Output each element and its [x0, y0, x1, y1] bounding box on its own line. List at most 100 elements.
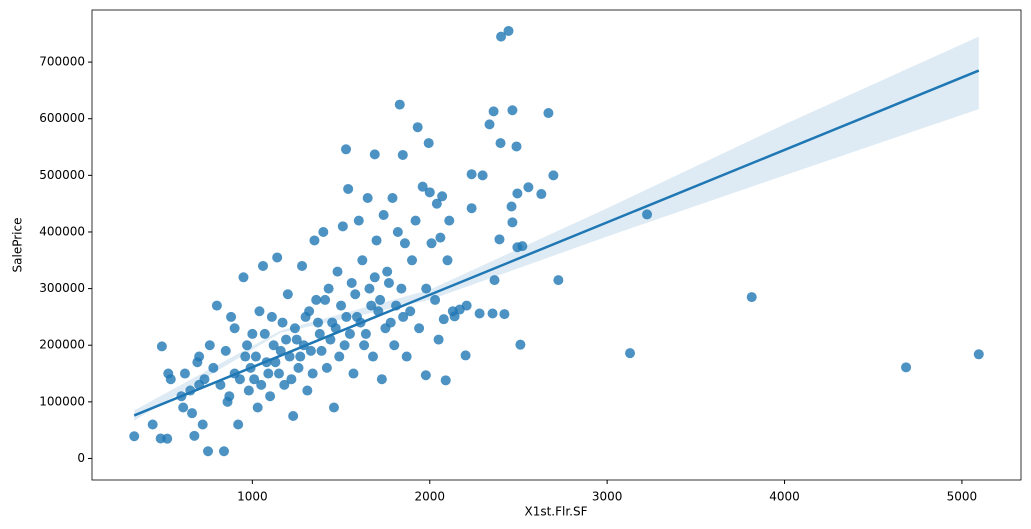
point [341, 144, 352, 155]
point [242, 340, 253, 351]
point [194, 351, 205, 362]
point [973, 349, 984, 360]
point [553, 275, 564, 286]
point [426, 238, 437, 249]
point [433, 334, 444, 345]
point [295, 351, 306, 362]
point [503, 25, 514, 36]
point [203, 446, 214, 457]
point [323, 283, 334, 294]
point [746, 292, 757, 303]
point [414, 323, 425, 334]
point [332, 266, 343, 277]
point [376, 374, 387, 385]
y-tick-label: 100000 [39, 394, 85, 408]
point [398, 311, 409, 322]
point [247, 328, 258, 339]
point [442, 255, 453, 266]
point [281, 334, 292, 345]
point [543, 108, 554, 119]
point [362, 193, 373, 203]
point [279, 379, 290, 390]
point [320, 294, 331, 305]
point [224, 391, 235, 402]
y-tick-label: 400000 [39, 224, 85, 238]
point [229, 323, 240, 334]
point [343, 183, 354, 194]
point [382, 266, 393, 277]
point [250, 351, 261, 362]
point [366, 300, 377, 311]
point [309, 235, 320, 246]
point [401, 351, 412, 362]
point [512, 188, 523, 199]
point [489, 275, 500, 286]
point [517, 241, 528, 252]
point [350, 289, 361, 300]
point [339, 340, 350, 351]
point [389, 340, 400, 351]
point [204, 340, 215, 351]
point [259, 328, 270, 339]
point [344, 328, 355, 339]
point [249, 374, 260, 385]
y-tick-label: 500000 [39, 168, 85, 182]
y-tick-label: 0 [77, 451, 85, 465]
point [511, 141, 522, 152]
x-tick-label: 3000 [592, 490, 623, 504]
point [348, 368, 359, 379]
point [234, 374, 245, 385]
point [364, 283, 375, 294]
point [197, 419, 208, 430]
point [440, 375, 451, 386]
point [901, 362, 912, 373]
point [318, 226, 329, 237]
point [286, 374, 297, 385]
y-tick-label: 300000 [39, 281, 85, 295]
point [240, 351, 251, 362]
point [484, 119, 495, 130]
point [369, 272, 380, 283]
point [305, 345, 316, 356]
point [515, 339, 526, 350]
point [460, 350, 471, 361]
point [360, 328, 371, 339]
point [258, 260, 269, 271]
point [417, 181, 428, 192]
point [487, 308, 498, 319]
point [353, 215, 364, 226]
point [293, 362, 304, 373]
point [397, 149, 408, 160]
point [282, 289, 293, 300]
point [330, 323, 341, 334]
point [506, 201, 517, 212]
point [243, 385, 254, 396]
point [405, 306, 416, 317]
point [392, 226, 403, 237]
point [307, 368, 318, 379]
point [495, 138, 506, 149]
point [507, 217, 518, 228]
confidence-band [134, 36, 979, 421]
point [179, 368, 190, 379]
point [252, 402, 263, 413]
y-axis-label: SalePrice [11, 218, 25, 273]
point [263, 368, 274, 379]
point [444, 215, 455, 226]
x-tick-label: 2000 [414, 490, 445, 504]
point [383, 277, 394, 288]
point [316, 345, 327, 356]
point [178, 402, 189, 413]
point [367, 351, 378, 362]
point [314, 328, 325, 339]
point [410, 215, 421, 226]
point [226, 311, 237, 322]
point [496, 31, 507, 42]
point [312, 317, 323, 328]
point [272, 252, 283, 263]
point [238, 272, 249, 283]
point [494, 234, 505, 245]
point [625, 348, 636, 359]
point [291, 334, 302, 345]
x-tick-label: 5000 [947, 490, 978, 504]
